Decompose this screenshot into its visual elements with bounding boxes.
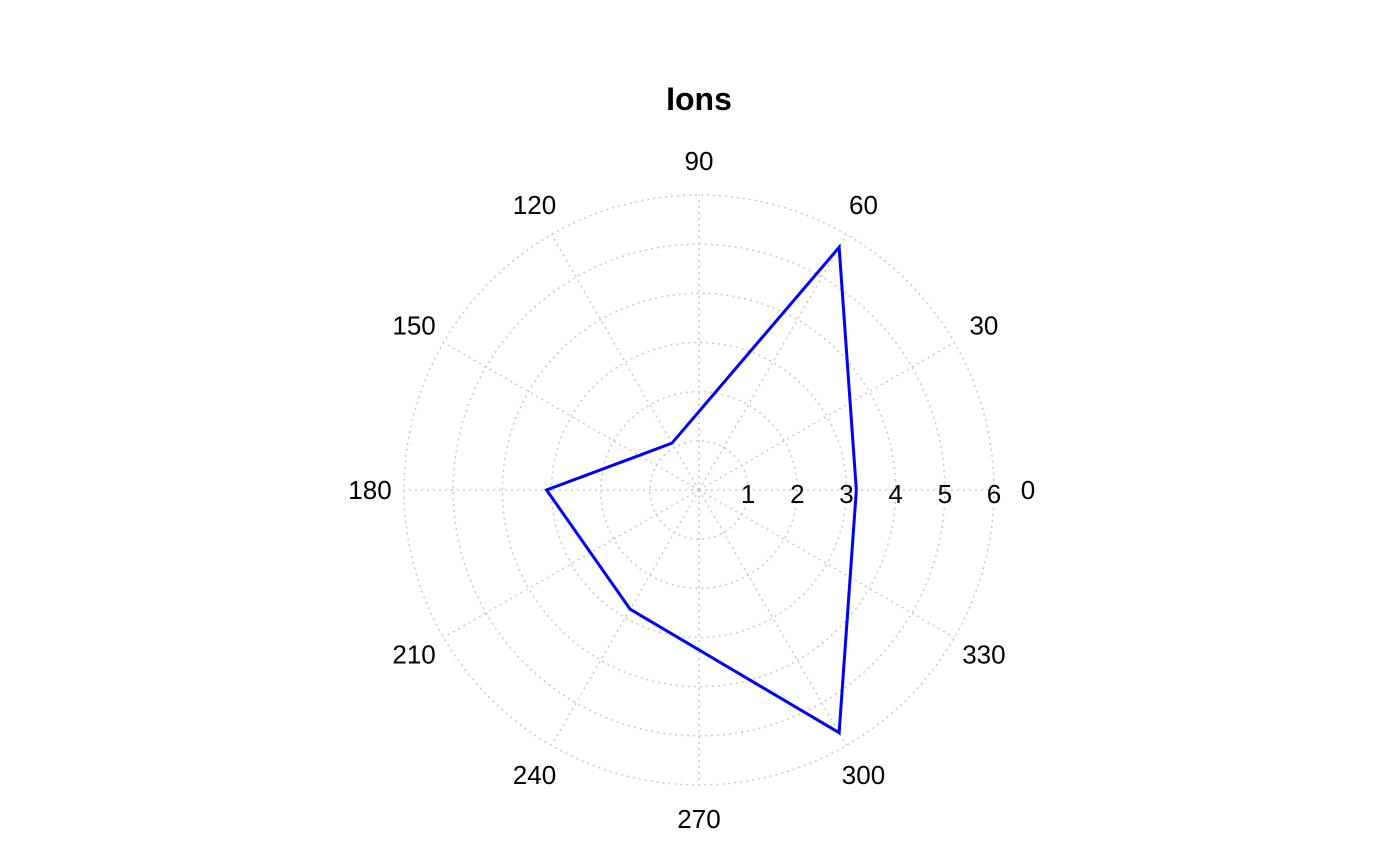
angle-tick-label-270: 270 xyxy=(677,804,720,834)
angle-tick-label-60: 60 xyxy=(849,190,878,220)
angle-tick-label-240: 240 xyxy=(513,760,556,790)
angle-tick-label-0: 0 xyxy=(1021,475,1035,505)
angle-tick-label-30: 30 xyxy=(969,311,998,341)
grid-spoke-210 xyxy=(443,489,700,639)
grid-ring-3 xyxy=(550,341,848,639)
tick-labels: 0 30 60 90 120 150 180 210 240 270 300 330 1 2 3 4 5 6 xyxy=(348,146,1035,834)
series-layer xyxy=(544,243,858,736)
grid-spoke-60 xyxy=(698,234,848,491)
radial-tick-label-3: 3 xyxy=(839,479,853,509)
grid-spoke-150 xyxy=(443,341,700,491)
angle-tick-label-210: 210 xyxy=(392,640,435,670)
grid-spoke-30 xyxy=(698,341,955,491)
grid-spoke-120 xyxy=(550,234,700,491)
grid-ring-4 xyxy=(501,292,897,688)
grid-spoke-300 xyxy=(698,489,848,746)
grid-spoke-240 xyxy=(550,489,700,746)
radial-tick-label-4: 4 xyxy=(888,479,902,509)
radial-tick-label-2: 2 xyxy=(790,479,804,509)
angle-tick-label-180: 180 xyxy=(348,475,391,505)
angle-tick-label-330: 330 xyxy=(962,640,1005,670)
series-line-0 xyxy=(544,243,858,736)
angle-tick-label-150: 150 xyxy=(392,311,435,341)
polar-grid xyxy=(403,194,995,786)
radial-tick-label-5: 5 xyxy=(938,479,952,509)
radial-tick-label-6: 6 xyxy=(987,479,1001,509)
grid-spoke-330 xyxy=(698,489,955,639)
angle-tick-label-90: 90 xyxy=(685,146,714,176)
grid-ring-2 xyxy=(599,390,799,590)
radial-tick-label-1: 1 xyxy=(741,479,755,509)
chart-title: Ions xyxy=(666,81,732,117)
angle-tick-label-300: 300 xyxy=(842,760,885,790)
grid-ring-5 xyxy=(452,243,946,737)
angle-tick-label-120: 120 xyxy=(513,190,556,220)
